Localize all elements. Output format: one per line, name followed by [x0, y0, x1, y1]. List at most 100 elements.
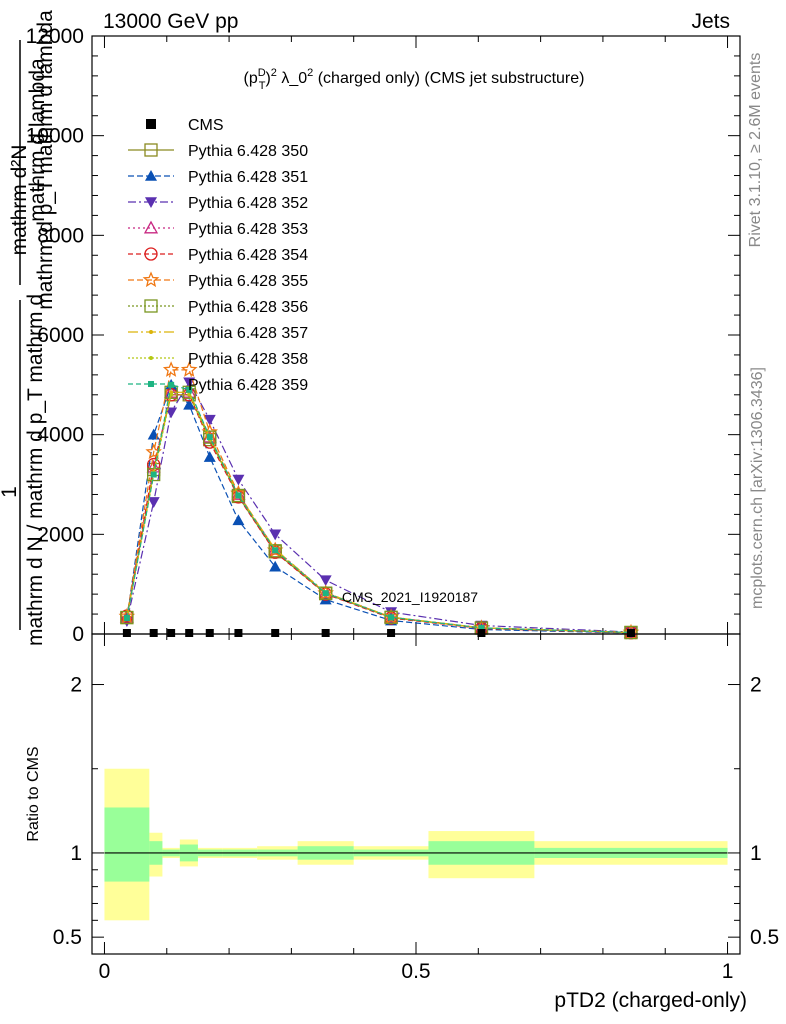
legend-marker-1 [144, 143, 158, 157]
ratio-ytick-label-right: 1 [750, 842, 762, 865]
legend-label-cms: CMS [188, 117, 224, 134]
main-title: (pD T)2 λ_02 (charged only) (CMS jet subs… [244, 67, 585, 92]
series-7-point [147, 467, 161, 482]
cms-data-point [321, 629, 330, 637]
ylabel-left: mathrm d N / mathrm d p_T mathrm d [24, 294, 47, 646]
ratio-xtick-label: 0.5 [401, 960, 430, 983]
series-10-point [123, 615, 130, 622]
series-2-point [183, 398, 196, 410]
cms-data-point [149, 629, 158, 637]
main-ylabel: mathrm d²N mathrm d p_T mathrm d lambda … [0, 10, 57, 646]
legend-label-9: Pythia 6.428 358 [188, 351, 308, 368]
main-ytick-label: 12000 [26, 25, 84, 48]
cms-data-point [477, 629, 486, 637]
legend-marker-8 [149, 330, 153, 334]
cms-data-point [234, 629, 243, 637]
ratio-xtick-label: 1 [722, 960, 734, 983]
legend-marker-9 [149, 356, 153, 360]
series-3-point [147, 497, 160, 508]
legend-marker-7 [144, 299, 158, 313]
series-10-point [235, 492, 242, 499]
ylabel-one: 1 [0, 486, 21, 498]
series-7-point [203, 430, 217, 444]
series-10-point [322, 590, 329, 597]
legend-label-4: Pythia 6.428 353 [188, 221, 308, 238]
legend-label-5: Pythia 6.428 354 [188, 247, 308, 264]
analysis-watermark: CMS_2021_I1920187 [342, 589, 478, 605]
cms-data-point [626, 629, 635, 637]
cms-data-point [387, 629, 396, 637]
series-10-point [150, 471, 157, 478]
series-6-point [180, 361, 198, 377]
main-axis-ticks: 0 2000 4000 6000 8000 10000 12000 [26, 25, 740, 646]
series-2-point [269, 560, 282, 572]
main-ytick-label: 4000 [37, 424, 84, 447]
series-3-point [319, 575, 332, 587]
series-10-point [186, 386, 193, 393]
main-ytick-label: 0 [72, 623, 84, 646]
series-10-point [478, 624, 485, 631]
cms-data-point [205, 629, 214, 637]
legend-label-6: Pythia 6.428 355 [188, 273, 308, 290]
ratio-ylabel: Ratio to CMS [25, 746, 42, 841]
main-ytick-label: 10000 [26, 125, 84, 148]
mcplots-label: mcplots.cern.ch [arXiv:1306.3436] [749, 367, 766, 609]
legend-label-10: Pythia 6.428 359 [188, 377, 308, 394]
legend-marker-4 [143, 220, 159, 234]
series-6-point [266, 541, 284, 558]
legend-marker-10 [148, 381, 154, 387]
main-series-layer [118, 361, 640, 640]
ratio-ytick-label: 1 [70, 842, 82, 865]
rivet-version-label: Rivet 3.1.10, ≥ 2.6M events [747, 53, 764, 248]
legend-label-8: Pythia 6.428 357 [188, 325, 308, 342]
ratio-bands-layer [104, 768, 728, 921]
cms-data-point [185, 629, 194, 637]
series-10-point [206, 434, 213, 441]
legend-label-7: Pythia 6.428 356 [188, 299, 308, 316]
ylabel-extra: mathrm d lambda [26, 58, 49, 222]
series-2-point [232, 514, 245, 526]
series-7-point [231, 488, 246, 503]
series-10-point [388, 614, 395, 621]
series-2-point [203, 451, 216, 462]
legend-marker-6 [142, 271, 160, 288]
ratio-ytick-label: 2 [70, 674, 82, 697]
series-7-point [120, 610, 134, 625]
series-3-point [203, 414, 216, 426]
series-9-point [169, 392, 174, 397]
legend-marker-cms [146, 119, 156, 129]
legend: CMS Pythia 6.428 350 Pythia 6.428 351 Pythi… [128, 117, 308, 394]
main-ytick-label: 2000 [37, 523, 84, 546]
ratio-plot-frame [91, 633, 741, 955]
series-9-point [187, 392, 192, 397]
series-10-point [272, 547, 279, 554]
ylabel-denominator: mathrm d p_T mathrm d lambda [34, 10, 57, 310]
ratio-ytick-label: 0.5 [53, 926, 82, 949]
series-6-point [317, 584, 334, 601]
main-ytick-label: 6000 [37, 324, 84, 347]
series-3-point [232, 474, 245, 486]
legend-label-3: Pythia 6.428 352 [188, 195, 308, 212]
legend-marker-5 [144, 247, 158, 261]
ratio-ytick-label-right: 0.5 [750, 926, 779, 949]
ratio-xtick-label: 0 [99, 960, 111, 983]
legend-marker-2 [145, 170, 157, 181]
cms-data-point [122, 629, 131, 637]
legend-marker-3 [145, 197, 157, 208]
header-right: Jets [691, 10, 730, 33]
series-3-point [269, 529, 282, 541]
legend-label-2: Pythia 6.428 351 [188, 169, 308, 186]
series-6-point [162, 361, 180, 377]
cms-data-point [167, 629, 176, 637]
series-7-point [319, 586, 333, 600]
series-7-point [384, 610, 398, 624]
main-ytick-label: 8000 [37, 224, 84, 247]
ratio-axis-ticks: 0.5 0.5 1 1 2 2 0 0.5 1 [53, 634, 779, 983]
legend-label-1: Pythia 6.428 350 [188, 143, 308, 160]
cms-data-point [271, 629, 280, 637]
series-7-point [268, 544, 282, 558]
series-10-point [168, 381, 175, 388]
ratio-xlabel: pTD2 (charged-only) [554, 989, 747, 1012]
header-left: 13000 GeV pp [103, 10, 238, 33]
